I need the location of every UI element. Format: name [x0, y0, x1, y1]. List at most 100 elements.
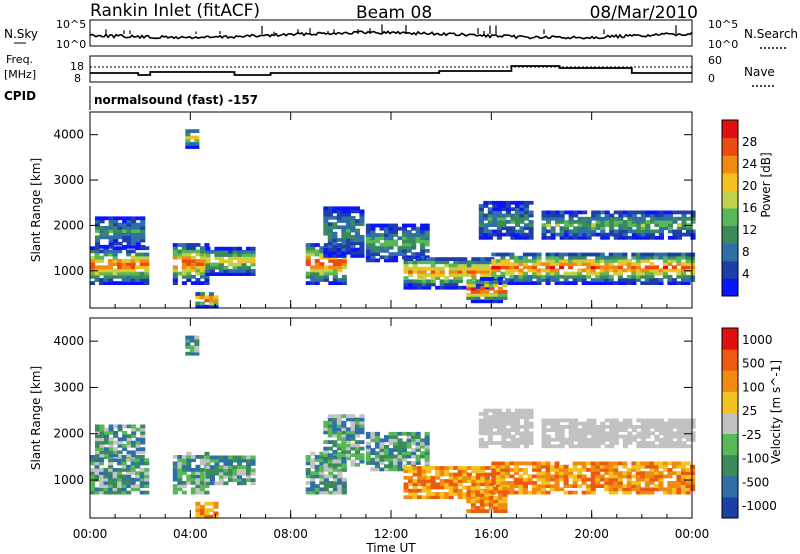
- heatmap-cell: [586, 487, 592, 492]
- heatmap-cell: [627, 226, 633, 231]
- heatmap-cell: [332, 414, 338, 419]
- heatmap-cell: [393, 454, 399, 459]
- heatmap-cell: [232, 465, 238, 469]
- heatmap-cell: [466, 479, 472, 483]
- heatmap-cell: [327, 250, 333, 255]
- heatmap-cell: [341, 414, 347, 419]
- heatmap-cell: [595, 471, 601, 475]
- heatmap-cell: [676, 229, 682, 234]
- heatmap-cell: [181, 484, 187, 488]
- heatmap-cell: [341, 446, 347, 451]
- heatmap-cell: [470, 289, 476, 294]
- heatmap-cell: [448, 285, 454, 290]
- heatmap-cell: [622, 278, 628, 282]
- heatmap-cell: [384, 239, 390, 244]
- heatmap-cell: [528, 421, 534, 426]
- heatmap-cell: [599, 265, 605, 270]
- heatmap-cell: [172, 268, 178, 273]
- heatmap-cell: [658, 474, 664, 479]
- heatmap-cell: [627, 220, 633, 224]
- heatmap-cell: [435, 469, 441, 474]
- heatmap-cell: [640, 431, 646, 436]
- heatmap-cell: [640, 428, 646, 432]
- noise-tick-high-right: 10^5: [708, 18, 738, 31]
- heatmap-cell: [667, 259, 673, 263]
- heatmap-cell: [487, 216, 493, 221]
- heatmap-cell: [586, 226, 592, 231]
- heatmap-cell: [415, 230, 421, 234]
- heatmap-cell: [577, 444, 583, 449]
- heatmap-cell: [518, 274, 524, 279]
- heatmap-cell: [130, 477, 136, 482]
- heatmap-cell: [131, 453, 137, 458]
- heatmap-cell: [541, 235, 547, 240]
- heatmap-cell: [626, 481, 632, 485]
- heatmap-cell: [550, 444, 556, 449]
- heatmap-cell: [420, 245, 426, 250]
- heatmap-cell: [232, 256, 238, 261]
- heatmap-cell: [223, 462, 229, 466]
- heatmap-cell: [104, 232, 110, 236]
- heatmap-cell: [384, 444, 390, 449]
- heatmap-cell: [667, 481, 673, 485]
- heatmap-cell: [663, 437, 669, 442]
- heatmap-cell: [554, 281, 560, 285]
- heatmap-cell: [327, 222, 333, 227]
- heatmap-cell: [415, 444, 421, 449]
- heatmap-cell: [513, 259, 519, 263]
- heatmap-cell: [384, 226, 390, 231]
- heatmap-cell: [439, 485, 445, 490]
- heatmap-cell: [484, 493, 490, 497]
- heatmap-cell: [359, 215, 365, 220]
- heatmap-cell: [232, 262, 238, 267]
- heatmap-cell: [139, 278, 145, 282]
- heatmap-cell: [126, 437, 132, 442]
- heatmap-cell: [139, 461, 145, 466]
- heatmap-cell: [484, 266, 490, 271]
- heatmap-cell: [332, 268, 338, 273]
- heatmap-cell: [582, 232, 588, 237]
- heatmap-cell: [483, 444, 489, 449]
- heatmap-cell: [685, 490, 691, 495]
- heatmap-cell: [305, 281, 311, 285]
- heatmap-cell: [504, 474, 510, 479]
- heatmap-cell: [640, 424, 646, 429]
- heatmap-cell: [208, 292, 214, 296]
- heatmap-cell: [519, 434, 525, 439]
- heatmap-cell: [195, 508, 201, 513]
- heatmap-cell: [403, 269, 409, 274]
- heatmap-cell: [649, 220, 655, 224]
- heatmap-cell: [600, 424, 606, 429]
- heatmap-cell: [336, 215, 342, 220]
- heatmap-cell: [393, 252, 399, 256]
- heatmap-cell: [495, 477, 501, 482]
- heatmap-cell: [667, 444, 673, 449]
- heatmap-cell: [205, 265, 211, 270]
- heatmap-cell: [546, 421, 552, 426]
- heatmap-cell: [685, 487, 691, 492]
- heatmap-cell: [439, 273, 445, 277]
- heatmap-cell: [131, 450, 137, 455]
- heatmap-cell: [617, 274, 623, 279]
- heatmap-cell: [354, 462, 360, 467]
- heatmap-cell: [518, 268, 524, 273]
- heatmap-cell: [345, 228, 351, 233]
- heatmap-cell: [497, 293, 503, 297]
- heatmap-cell: [514, 235, 520, 240]
- heatmap-cell: [439, 479, 445, 483]
- heatmap-cell: [424, 448, 430, 452]
- heatmap-cell: [241, 249, 247, 254]
- heatmap-cell: [522, 274, 528, 279]
- heatmap-cell: [104, 216, 110, 221]
- heatmap-cell: [453, 269, 459, 274]
- heatmap-cell: [439, 282, 445, 287]
- heatmap-cell: [94, 468, 100, 472]
- heatmap-cell: [402, 226, 408, 231]
- heatmap-cell: [686, 444, 692, 449]
- heatmap-cell: [600, 229, 606, 234]
- heatmap-cell: [617, 278, 623, 282]
- heatmap-cell: [685, 262, 691, 266]
- heatmap-cell: [523, 424, 529, 429]
- heatmap-cell: [181, 271, 187, 276]
- heatmap-cell: [328, 490, 334, 495]
